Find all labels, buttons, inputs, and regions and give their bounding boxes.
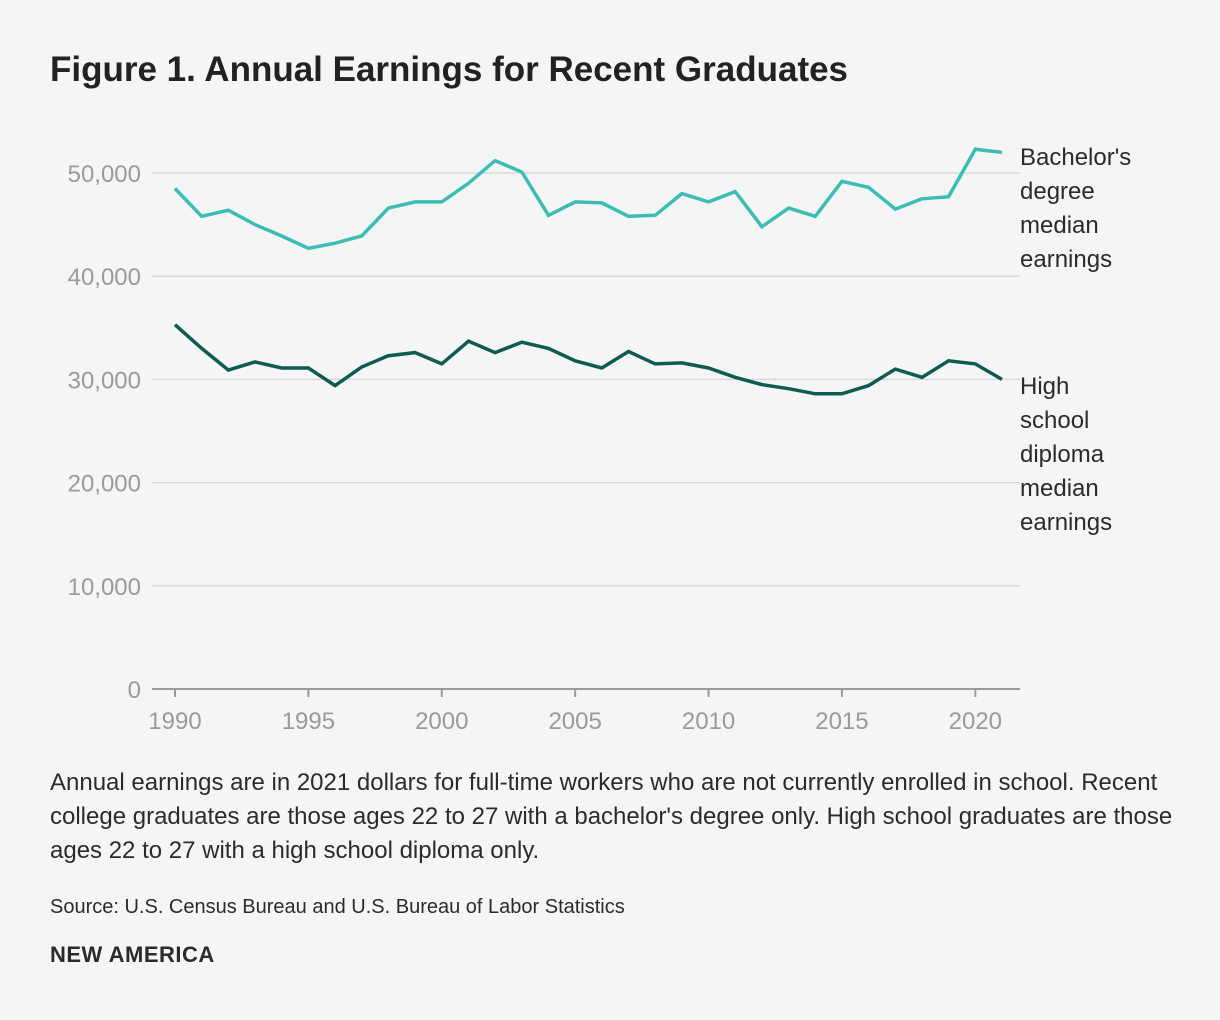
x-tick-label: 2020 xyxy=(949,708,1002,735)
bachelors-degree-label: Bachelor's degree median earnings xyxy=(1020,144,1131,273)
chart-source: Source: U.S. Census Bureau and U.S. Bure… xyxy=(50,896,625,918)
x-tick-label: 2010 xyxy=(682,708,735,735)
series-label-line: High xyxy=(1020,373,1069,400)
series-label-line: diploma xyxy=(1020,441,1105,468)
line-chart: 0 10,000 20,000 30,000 40,000 50,000 1990 1995 2… xyxy=(68,144,1132,735)
x-tick-label: 1995 xyxy=(282,708,335,735)
chart-caption: Annual earnings are in 2021 dollars for … xyxy=(50,769,1173,864)
series-label-line: earnings xyxy=(1020,509,1112,536)
x-tick-label: 2015 xyxy=(815,708,868,735)
y-tick-label: 40,000 xyxy=(68,264,141,291)
high-school-diploma-line xyxy=(173,323,1003,396)
y-tick-label: 0 xyxy=(128,677,141,704)
x-tick-label: 2005 xyxy=(548,708,601,735)
x-tick-label: 2000 xyxy=(415,708,468,735)
chart-title: Figure 1. Annual Earnings for Recent Gra… xyxy=(50,50,849,89)
series-label-line: degree xyxy=(1020,178,1095,205)
y-tick-label: 50,000 xyxy=(68,161,141,188)
series-label-line: school xyxy=(1020,407,1089,434)
x-tick-label: 1990 xyxy=(148,708,201,735)
series-label-line: earnings xyxy=(1020,246,1112,273)
y-tick-label: 30,000 xyxy=(68,367,141,394)
bachelors-degree-line xyxy=(173,147,1003,251)
series-label-line: median xyxy=(1020,475,1099,502)
brand-logo-text: NEW AMERICA xyxy=(50,942,215,967)
y-tick-label: 10,000 xyxy=(68,574,141,601)
y-tick-label: 20,000 xyxy=(68,471,141,498)
high-school-diploma-label: High school diploma median earnings xyxy=(1020,373,1112,536)
series-label-line: Bachelor's xyxy=(1020,144,1131,171)
series-label-line: median xyxy=(1020,212,1099,239)
